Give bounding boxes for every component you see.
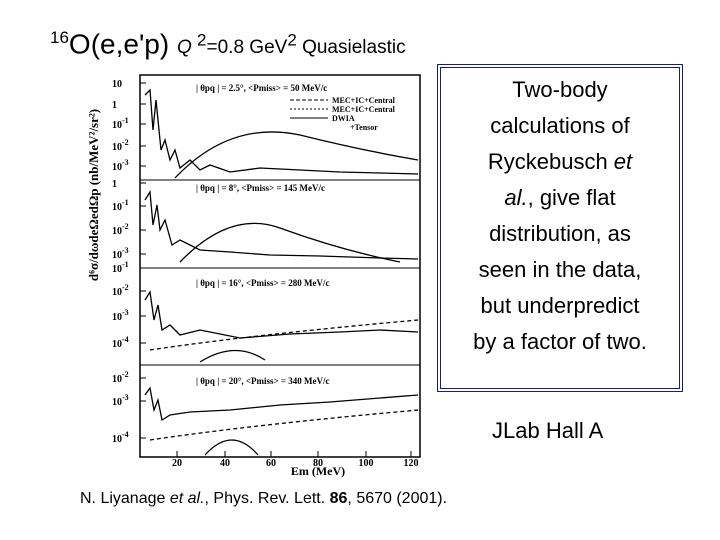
text-line: Ryckebusch et — [441, 144, 679, 180]
text-segment: et — [613, 149, 633, 174]
text-segment: by a factor of two. — [473, 329, 647, 354]
y-tick-exp: -2 — [122, 222, 129, 231]
y-tick-label: 10-2 — [112, 283, 129, 298]
y-tick-exp: -3 — [122, 393, 129, 402]
y-tick-label: 10-3 — [112, 246, 129, 261]
y-tick-label: 10-2 — [112, 370, 129, 385]
x-tick-label: 100 — [359, 458, 374, 469]
y-tick-base: 10 — [112, 264, 122, 275]
y-tick-label: 10-2 — [112, 138, 129, 153]
title-main: O(e,e'p) — [68, 28, 170, 60]
y-tick-base: 10 — [112, 162, 122, 173]
y-tick-base: 10 — [112, 374, 122, 385]
legend-label: MEC+IC+Central — [332, 105, 396, 114]
y-axis-label: d⁶σ/dωdeΩedΩp (nb/MeV²/sr²) — [86, 109, 101, 281]
y-tick-base: 10 — [112, 339, 122, 350]
legend-label: +Tensor — [350, 123, 378, 132]
title-q: Q — [176, 37, 192, 59]
title-superscript: 16 — [50, 28, 69, 47]
y-tick-base: 10 — [112, 142, 122, 153]
x-tick-label: 60 — [266, 458, 276, 469]
text-segment: Two-body — [512, 77, 608, 102]
reference-segment: N. Liyanage — [80, 490, 170, 507]
y-tick-label: 10-4 — [112, 335, 129, 350]
text-segment: calculations of — [490, 113, 630, 138]
y-tick-base: 10 — [112, 312, 122, 323]
x-tick-label: 80 — [313, 458, 323, 469]
text-line: seen in the data, — [441, 252, 679, 288]
text-segment: Ryckebusch — [487, 149, 614, 174]
x-tick-label: 20 — [172, 458, 182, 469]
reference: N. Liyanage et al., Phys. Rev. Lett. 86,… — [80, 490, 447, 508]
x-tick-label: 120 — [404, 458, 419, 469]
y-tick-base: 10 — [112, 250, 122, 261]
y-tick-base: 10 — [112, 202, 122, 213]
panel-label: | θpq | = 16°, <Pmiss> = 280 MeV/c — [196, 278, 330, 288]
text-segment: distribution, as — [489, 221, 631, 246]
legend-label: MEC+IC+Central — [332, 96, 396, 105]
text-segment: , give flat — [527, 185, 616, 210]
y-tick-base: 1 — [112, 179, 117, 190]
y-tick-label: 10-3 — [112, 393, 129, 408]
title-gev-exp: 2 — [287, 31, 297, 50]
y-tick-base: 10 — [112, 434, 122, 445]
y-tick-exp: -2 — [122, 138, 129, 147]
y-tick-exp: -4 — [122, 430, 129, 439]
text-line: al., give flat — [441, 180, 679, 216]
y-tick-exp: -1 — [122, 198, 129, 207]
y-tick-label: 10-1 — [112, 116, 129, 131]
y-tick-exp: -3 — [122, 246, 129, 255]
title-q-exp: 2 — [197, 31, 207, 50]
title-tail: Quasielastic — [302, 37, 406, 59]
y-tick-exp: -2 — [122, 370, 129, 379]
y-tick-label: 1 — [112, 179, 117, 190]
y-tick-base: 10 — [112, 397, 122, 408]
x-axis-label: Em (MeV) — [291, 464, 345, 478]
y-tick-base: 10 — [112, 120, 122, 131]
text-box: Two-body calculations of Ryckebusch et al.,… — [437, 64, 683, 392]
scan-curves — [144, 88, 419, 456]
text-line: but underpredict — [441, 288, 679, 324]
x-tick-label: 40 — [220, 458, 230, 469]
text-line: by a factor of two. — [441, 324, 679, 360]
y-tick-label: 10-3 — [112, 158, 129, 173]
text-segment: al. — [504, 185, 528, 210]
y-tick-exp: -1 — [122, 260, 129, 269]
y-tick-label: 10-3 — [112, 308, 129, 323]
y-tick-base: 10 — [112, 79, 122, 90]
y-tick-label: 10-1 — [112, 260, 129, 275]
legend-label: DWIA — [332, 114, 355, 123]
panel-label: | θpq | = 2.5°, <Pmiss> = 50 MeV/c — [196, 83, 327, 93]
y-tick-label: 10-2 — [112, 222, 129, 237]
y-tick-base: 10 — [112, 287, 122, 298]
y-tick-base: 10 — [112, 226, 122, 237]
figure: d⁶σ/dωdeΩedΩp (nb/MeV²/sr²) Em (MeV) 20 40 6… — [86, 74, 421, 478]
reference-segment: et al. — [169, 490, 205, 507]
text-line: Two-body — [441, 72, 679, 108]
y-tick-label: 10-4 — [112, 430, 129, 445]
lab-label: JLab Hall A — [492, 418, 604, 443]
y-tick-label: 10-1 — [112, 198, 129, 213]
y-tick-exp: -2 — [122, 283, 129, 292]
slide-title: 16O(e,e'p) Q 2=0.8 GeV2 Quasielastic — [50, 28, 406, 60]
reference-segment: , 5670 (2001). — [347, 490, 448, 507]
text-segment: but underpredict — [480, 293, 640, 318]
text-line: distribution, as — [441, 216, 679, 252]
text-line: calculations of — [441, 108, 679, 144]
figure-frame — [139, 74, 421, 458]
y-tick-exp: -1 — [122, 116, 129, 125]
y-tick-base: 1 — [112, 100, 117, 111]
panel-label: | θpq | = 20°, <Pmiss> = 340 MeV/c — [196, 376, 330, 386]
title-q-rest: =0.8 GeV — [206, 37, 288, 59]
y-tick-exp: -3 — [122, 158, 129, 167]
y-tick-exp: -3 — [122, 308, 129, 317]
y-tick-label: 10 — [112, 79, 122, 90]
reference-segment: 86 — [329, 490, 348, 507]
reference-segment: , Phys. Rev. Lett. — [204, 490, 330, 507]
y-tick-exp: -4 — [122, 335, 129, 344]
text-segment: seen in the data, — [478, 257, 642, 282]
panel-label: | θpq | = 8°, <Pmiss> = 145 MeV/c — [196, 183, 325, 193]
y-tick-label: 1 — [112, 100, 117, 111]
